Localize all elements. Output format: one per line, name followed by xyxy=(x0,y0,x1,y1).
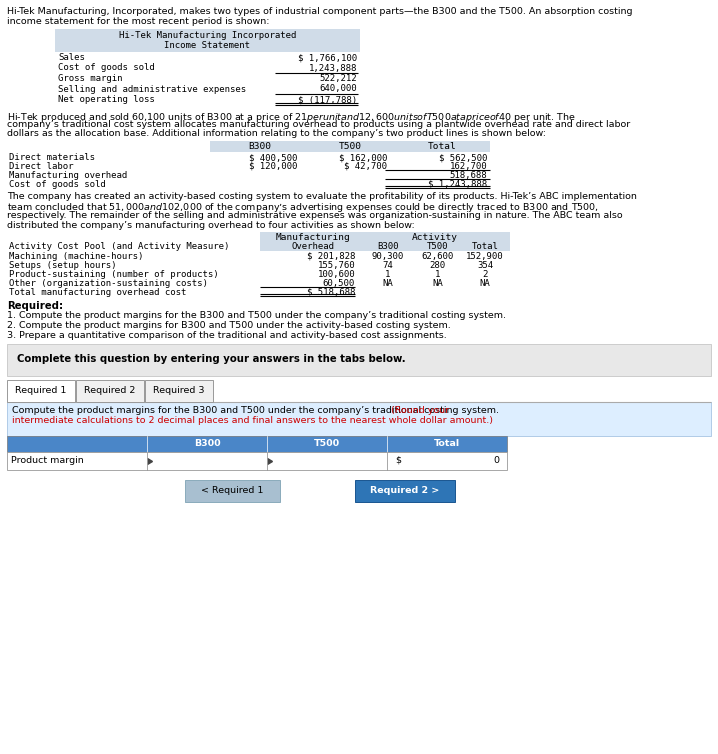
Text: The company has created an activity-based costing system to evaluate the profita: The company has created an activity-base… xyxy=(7,192,637,201)
Bar xyxy=(76,380,144,402)
Text: 0: 0 xyxy=(493,456,499,465)
Text: Activity Cost Pool (and Activity Measure): Activity Cost Pool (and Activity Measure… xyxy=(9,242,229,251)
Text: T500: T500 xyxy=(314,439,340,448)
Text: 1. Compute the product margins for the B300 and T500 under the company’s traditi: 1. Compute the product margins for the B… xyxy=(7,311,506,320)
Bar xyxy=(185,480,280,502)
Text: income statement for the most recent period is shown:: income statement for the most recent per… xyxy=(7,17,269,26)
Text: Net operating loss: Net operating loss xyxy=(58,95,155,104)
Text: $ 162,000: $ 162,000 xyxy=(339,153,387,162)
Text: B300: B300 xyxy=(248,142,271,151)
Text: (Round your: (Round your xyxy=(388,406,449,415)
Text: Cost of goods sold: Cost of goods sold xyxy=(58,63,155,72)
Text: $ 201,828: $ 201,828 xyxy=(307,252,355,261)
Text: 62,600: 62,600 xyxy=(421,252,454,261)
Text: Total: Total xyxy=(472,242,498,251)
Bar xyxy=(355,480,455,502)
Text: B300: B300 xyxy=(377,242,398,251)
Text: 155,760: 155,760 xyxy=(317,261,355,270)
Text: T500: T500 xyxy=(338,142,361,151)
Text: $ 400,500: $ 400,500 xyxy=(248,153,297,162)
Bar xyxy=(7,344,711,376)
Text: respectively. The remainder of the selling and administrative expenses was organ: respectively. The remainder of the selli… xyxy=(7,211,623,220)
Bar xyxy=(7,402,711,436)
Text: Compute the product margins for the B300 and T500 under the company’s traditiona: Compute the product margins for the B300… xyxy=(12,406,499,415)
Text: Direct materials: Direct materials xyxy=(9,153,95,162)
Text: Setups (setup hours): Setups (setup hours) xyxy=(9,261,116,270)
Bar xyxy=(210,141,490,152)
Text: Activity: Activity xyxy=(412,233,458,242)
Text: Hi-Tek Manufacturing, Incorporated, makes two types of industrial component part: Hi-Tek Manufacturing, Incorporated, make… xyxy=(7,7,633,16)
Bar xyxy=(7,452,507,470)
Text: 640,000: 640,000 xyxy=(320,84,357,93)
Text: 2. Compute the product margins for B300 and T500 under the activity-based costin: 2. Compute the product margins for B300 … xyxy=(7,321,451,330)
Text: 74: 74 xyxy=(382,261,393,270)
Text: $ 1,766,100: $ 1,766,100 xyxy=(298,53,357,62)
Text: Required 3: Required 3 xyxy=(153,386,205,395)
Text: 518,688: 518,688 xyxy=(449,171,487,180)
Text: Product-sustaining (number of products): Product-sustaining (number of products) xyxy=(9,270,218,279)
Text: Product margin: Product margin xyxy=(11,456,84,465)
Text: B300: B300 xyxy=(194,439,220,448)
Text: < Required 1: < Required 1 xyxy=(201,486,264,495)
Text: 100,600: 100,600 xyxy=(317,270,355,279)
Text: Total manufacturing overhead cost: Total manufacturing overhead cost xyxy=(9,288,187,297)
Text: 90,300: 90,300 xyxy=(371,252,404,261)
Text: team concluded that $51,000 and $102,000 of the company’s advertising expenses c: team concluded that $51,000 and $102,000… xyxy=(7,201,599,214)
Text: distributed the company’s manufacturing overhead to four activities as shown bel: distributed the company’s manufacturing … xyxy=(7,220,415,229)
Text: 162,700: 162,700 xyxy=(449,162,487,171)
Text: $ 562,500: $ 562,500 xyxy=(439,153,487,162)
Text: Total: Total xyxy=(428,142,457,151)
Text: Selling and administrative expenses: Selling and administrative expenses xyxy=(58,84,246,93)
Text: NA: NA xyxy=(382,279,393,288)
Text: $ 518,688: $ 518,688 xyxy=(307,288,355,297)
Text: 1: 1 xyxy=(385,270,390,279)
Text: Required 2: Required 2 xyxy=(84,386,136,395)
Text: 2: 2 xyxy=(482,270,488,279)
Text: Required 1: Required 1 xyxy=(15,386,67,395)
Text: $ 120,000: $ 120,000 xyxy=(248,162,297,171)
Text: Other (organization-sustaining costs): Other (organization-sustaining costs) xyxy=(9,279,208,288)
Text: Gross margin: Gross margin xyxy=(58,74,123,83)
Text: Overhead: Overhead xyxy=(291,242,334,251)
Text: NA: NA xyxy=(480,279,490,288)
Text: Income Statement: Income Statement xyxy=(164,41,251,50)
Text: 280: 280 xyxy=(429,261,446,270)
Text: Hi-Tek produced and sold 60,100 units of B300 at a price of $21 per unit and 12,: Hi-Tek produced and sold 60,100 units of… xyxy=(7,111,576,124)
Text: 60,500: 60,500 xyxy=(323,279,355,288)
Text: $ (117,788): $ (117,788) xyxy=(298,95,357,104)
Bar xyxy=(7,436,507,452)
Text: Required:: Required: xyxy=(7,301,63,311)
Bar xyxy=(260,232,510,251)
Text: dollars as the allocation base. Additional information relating to the company’s: dollars as the allocation base. Addition… xyxy=(7,130,546,139)
Text: 522,212: 522,212 xyxy=(320,74,357,83)
Text: Manufacturing overhead: Manufacturing overhead xyxy=(9,171,127,180)
Text: 3. Prepare a quantitative comparison of the traditional and activity-based cost : 3. Prepare a quantitative comparison of … xyxy=(7,330,447,339)
Text: company’s traditional cost system allocates manufacturing overhead to products u: company’s traditional cost system alloca… xyxy=(7,120,630,129)
Text: Sales: Sales xyxy=(58,53,85,62)
Text: intermediate calculations to 2 decimal places and final answers to the nearest w: intermediate calculations to 2 decimal p… xyxy=(12,416,493,425)
Text: Required 2 >: Required 2 > xyxy=(370,486,439,495)
Text: T500: T500 xyxy=(426,242,448,251)
Text: $: $ xyxy=(395,456,401,465)
Text: 152,900: 152,900 xyxy=(466,252,504,261)
Text: NA: NA xyxy=(432,279,443,288)
Text: Manufacturing: Manufacturing xyxy=(275,233,350,242)
Bar xyxy=(145,380,213,402)
Text: Machining (machine-hours): Machining (machine-hours) xyxy=(9,252,144,261)
Text: $ 1,243,888: $ 1,243,888 xyxy=(428,180,487,189)
Text: 1,243,888: 1,243,888 xyxy=(309,63,357,72)
Text: Complete this question by entering your answers in the tabs below.: Complete this question by entering your … xyxy=(17,354,406,364)
Text: Cost of goods sold: Cost of goods sold xyxy=(9,180,106,189)
Bar xyxy=(7,380,75,402)
Text: Hi-Tek Manufacturing Incorporated: Hi-Tek Manufacturing Incorporated xyxy=(118,31,297,40)
Bar xyxy=(55,29,360,52)
Text: 354: 354 xyxy=(477,261,493,270)
Text: 1: 1 xyxy=(435,270,440,279)
Text: $ 42,700: $ 42,700 xyxy=(344,162,387,171)
Text: Total: Total xyxy=(434,439,460,448)
Text: Direct labor: Direct labor xyxy=(9,162,73,171)
